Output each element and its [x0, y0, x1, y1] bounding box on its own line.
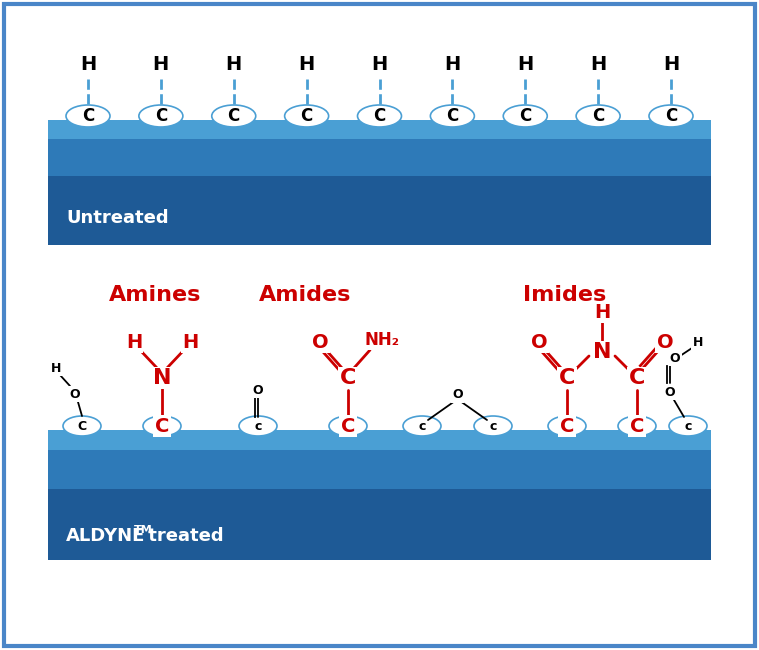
Ellipse shape: [357, 105, 402, 127]
Text: C: C: [592, 107, 604, 125]
Text: c: c: [490, 419, 496, 432]
Bar: [48, 450, 711, 489]
Text: C: C: [155, 107, 167, 125]
Text: C: C: [82, 107, 94, 125]
Bar: [48, 120, 711, 138]
Bar: [48, 430, 711, 450]
Text: C: C: [228, 107, 240, 125]
Text: O: O: [70, 387, 80, 400]
Ellipse shape: [618, 416, 656, 436]
Text: O: O: [452, 389, 463, 402]
Text: C: C: [560, 417, 575, 436]
Text: Amides: Amides: [259, 285, 351, 305]
Text: H: H: [594, 302, 610, 322]
Ellipse shape: [329, 416, 367, 436]
Text: O: O: [312, 333, 329, 352]
Ellipse shape: [143, 416, 181, 436]
Bar: [48, 489, 711, 560]
Text: H: H: [517, 55, 534, 75]
Text: treated: treated: [142, 527, 224, 545]
Text: ALDYNE: ALDYNE: [66, 527, 146, 545]
Ellipse shape: [503, 105, 547, 127]
Text: NH₂: NH₂: [364, 331, 399, 349]
Text: Amines: Amines: [109, 285, 201, 305]
Text: C: C: [373, 107, 386, 125]
Ellipse shape: [403, 416, 441, 436]
Text: H: H: [444, 55, 461, 75]
Text: C: C: [519, 107, 531, 125]
Text: O: O: [531, 333, 547, 352]
Text: C: C: [628, 368, 645, 388]
Ellipse shape: [66, 105, 110, 127]
Text: c: c: [685, 419, 691, 432]
Text: TM: TM: [134, 525, 153, 535]
Text: C: C: [446, 107, 458, 125]
Text: O: O: [665, 385, 676, 398]
Ellipse shape: [212, 105, 256, 127]
Ellipse shape: [285, 105, 329, 127]
Text: C: C: [341, 417, 355, 436]
Text: O: O: [669, 352, 680, 365]
Text: C: C: [77, 419, 87, 432]
Text: H: H: [126, 333, 142, 352]
Text: C: C: [630, 417, 644, 436]
Ellipse shape: [63, 416, 101, 436]
Text: H: H: [225, 55, 242, 75]
Text: c: c: [418, 419, 426, 432]
Text: O: O: [657, 333, 673, 352]
Ellipse shape: [430, 105, 474, 127]
Text: H: H: [298, 55, 315, 75]
Text: H: H: [153, 55, 169, 75]
Text: N: N: [593, 342, 611, 362]
Bar: [48, 176, 711, 245]
Text: H: H: [80, 55, 96, 75]
Text: C: C: [155, 417, 169, 436]
Ellipse shape: [474, 416, 512, 436]
Text: H: H: [590, 55, 606, 75]
Ellipse shape: [576, 105, 620, 127]
Text: Imides: Imides: [524, 285, 606, 305]
Text: C: C: [665, 107, 677, 125]
Text: H: H: [51, 361, 61, 374]
Text: Untreated: Untreated: [66, 209, 168, 227]
Ellipse shape: [239, 416, 277, 436]
Text: C: C: [559, 368, 575, 388]
Text: C: C: [301, 107, 313, 125]
Ellipse shape: [669, 416, 707, 436]
Bar: [48, 138, 711, 176]
Text: H: H: [182, 333, 198, 352]
Text: H: H: [371, 55, 388, 75]
Text: N: N: [153, 368, 172, 388]
Text: O: O: [253, 384, 263, 396]
Text: H: H: [663, 55, 679, 75]
Text: C: C: [340, 368, 356, 388]
Ellipse shape: [548, 416, 586, 436]
Text: c: c: [254, 419, 262, 432]
Ellipse shape: [139, 105, 183, 127]
Ellipse shape: [649, 105, 693, 127]
Text: H: H: [693, 335, 703, 348]
